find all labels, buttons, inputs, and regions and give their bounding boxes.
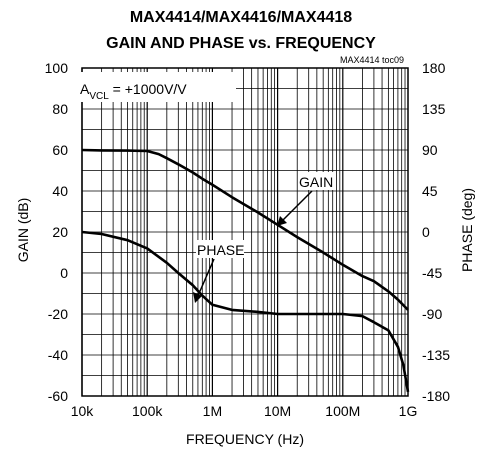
phase-label-background — [196, 240, 244, 258]
phase-leader-arrowhead — [193, 292, 202, 303]
x-tick-label: 100k — [132, 403, 163, 419]
annotation-background — [80, 72, 236, 102]
left-y-tick-label: -40 — [48, 347, 68, 363]
left-y-tick-label: 40 — [52, 183, 68, 199]
right-y-tick-label: 45 — [422, 183, 438, 199]
left-y-tick-label: 0 — [60, 265, 68, 281]
gain-label-background — [298, 172, 336, 190]
left-y-tick-label: 100 — [45, 60, 69, 76]
gain-condition-annotation: AVCL = +1000V/V — [80, 81, 187, 102]
chart-title-line1: MAX4414/MAX4416/MAX4418 — [130, 9, 352, 26]
gain-condition-value: = +1000V/V — [109, 81, 188, 97]
gain-leader-line — [279, 190, 313, 224]
x-tick-label: 10k — [71, 403, 95, 419]
chart-title-line2: GAIN AND PHASE vs. FREQUENCY — [106, 35, 376, 52]
left-y-tick-label: 20 — [52, 224, 68, 240]
figure-code: MAX4414 toc09 — [340, 55, 404, 65]
gain-condition-subscript: VCL — [89, 91, 109, 102]
right-y-tick-label: -90 — [422, 306, 442, 322]
x-tick-label: 1G — [399, 403, 418, 419]
gain-series-label: GAIN — [299, 174, 333, 190]
right-y-tick-label: -45 — [422, 265, 442, 281]
right-y-tick-label: -135 — [422, 347, 450, 363]
right-y-axis-label: PHASE (deg) — [459, 188, 475, 272]
right-y-tick-label: 135 — [422, 101, 446, 117]
left-y-tick-label: 60 — [52, 142, 68, 158]
x-tick-label: 100M — [325, 403, 360, 419]
left-y-tick-label: 80 — [52, 101, 68, 117]
right-y-tick-label: 180 — [422, 60, 446, 76]
x-tick-label: 10M — [264, 403, 291, 419]
phase-leader-line — [196, 258, 215, 299]
phase-series-label: PHASE — [197, 242, 244, 258]
gain-leader-arrowhead — [277, 216, 287, 226]
gain-condition-prefix: A — [80, 81, 90, 97]
grid — [81, 67, 408, 397]
left-y-tick-label: -60 — [48, 388, 68, 404]
right-y-tick-label: 90 — [422, 142, 438, 158]
series — [81, 148, 410, 393]
x-tick-label: 1M — [203, 403, 222, 419]
right-y-tick-label: 0 — [422, 224, 430, 240]
gain-line — [81, 148, 409, 311]
x-axis-label: FREQUENCY (Hz) — [186, 431, 304, 447]
left-y-axis-label: GAIN (dB) — [15, 198, 31, 263]
left-y-tick-label: -20 — [48, 306, 68, 322]
tick-labels: 10k 100k 1M 10M 100M 1G 100 80 60 40 20 0 -20 -40 -60 1… — [45, 60, 451, 419]
right-y-tick-label: -180 — [422, 388, 450, 404]
phase-line — [81, 230, 410, 393]
